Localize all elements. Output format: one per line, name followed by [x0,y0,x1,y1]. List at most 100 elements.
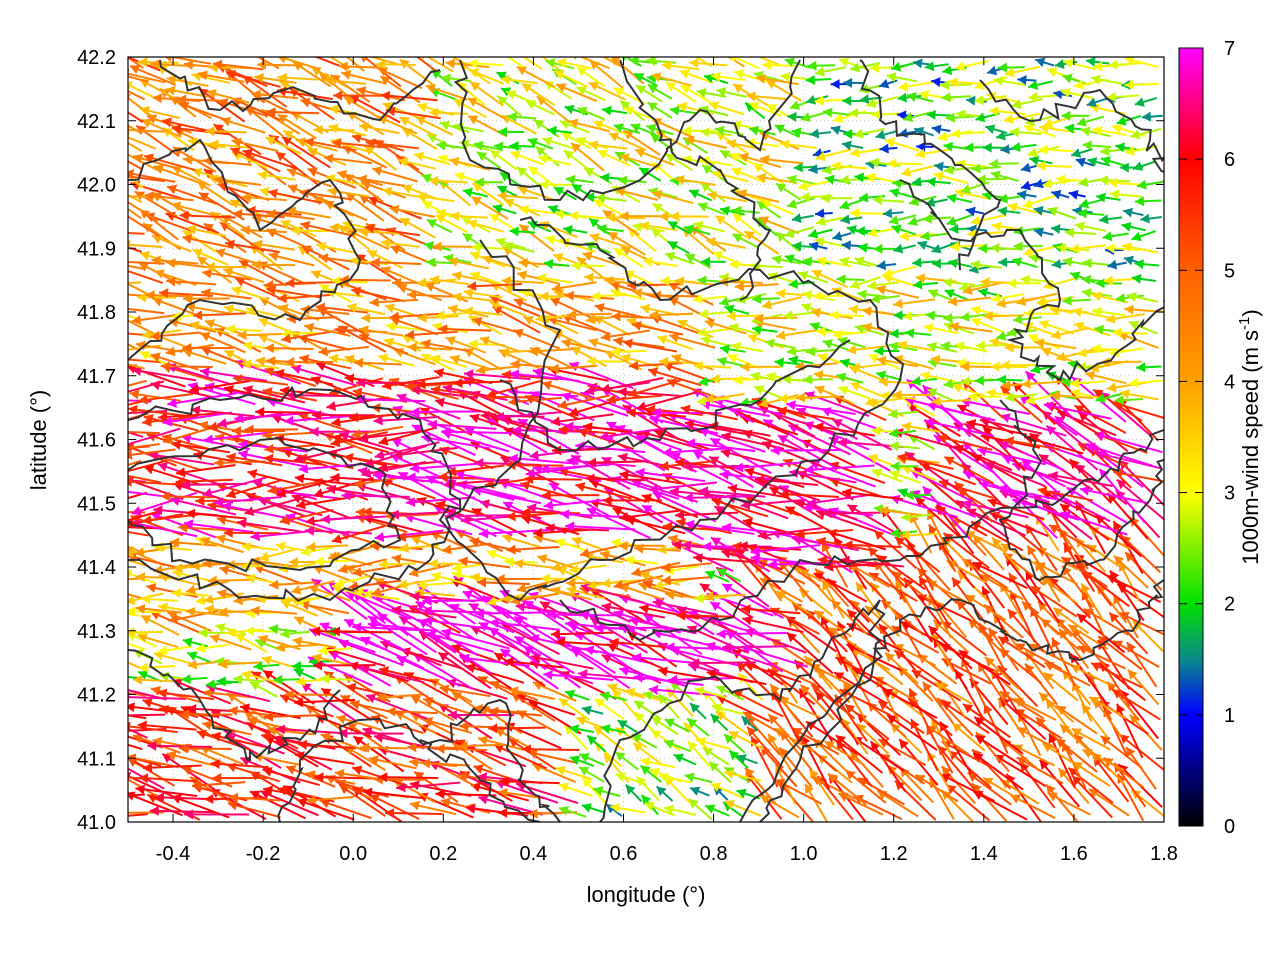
wind-arrow-shaft [128,756,146,769]
wind-arrow-head [517,270,528,281]
wind-arrow-head [360,664,371,674]
wind-arrow-head [1072,307,1083,317]
wind-arrow-head [736,788,747,799]
wind-arrow-head [253,661,263,672]
wind-arrow-head [226,488,237,499]
wind-arrow-head [235,633,246,643]
wind-arrow-head [911,670,923,680]
wind-arrow-head [1109,347,1120,358]
wind-arrow-head [504,198,515,208]
wind-arrow-head [912,257,922,268]
wind-arrow-shaft [1085,443,1154,467]
wind-arrow-head [940,721,949,732]
wind-arrow-head [952,577,962,588]
wind-arrow-shaft [236,521,302,533]
wind-arrow-shaft [716,695,770,723]
wind-arrow-shaft [128,793,145,797]
wind-arrow-head [439,684,450,695]
wind-arrow-shaft [1106,492,1149,540]
wind-arrow-head [543,500,554,511]
wind-arrow-head [154,792,165,803]
wind-arrow-head [1039,692,1050,703]
wind-arrow-head [687,741,698,752]
wind-arrow-head [620,353,631,364]
wind-arrow-head [437,154,449,165]
wind-arrow-shaft [271,414,333,439]
wind-arrow-head [706,237,717,247]
wind-arrow-head [673,753,684,763]
wind-arrow-head [641,794,652,806]
wind-arrow-head [750,546,760,557]
wind-arrow-head [871,468,882,478]
wind-arrow-head [1033,205,1044,216]
wind-arrow-head [201,288,211,299]
wind-arrow-head [1049,305,1060,316]
wind-arrow-head [1106,313,1116,324]
wind-arrow-head [812,269,823,279]
wind-arrow-head [441,426,451,437]
wind-arrow-head [933,171,944,182]
wind-arrow-shaft [526,505,593,519]
wind-arrow-head [1099,146,1110,156]
wind-arrow-head [192,780,202,791]
wind-arrow-head [1034,338,1045,349]
wind-arrow-head [870,741,881,752]
wind-arrow-shaft [733,461,805,470]
wind-arrow-head [368,196,379,206]
wind-arrow-head [695,737,706,747]
wind-arrow-head [151,255,161,266]
wind-arrow-head [889,441,899,452]
wind-arrow-shaft [880,506,920,557]
wind-arrow-shaft [1056,410,1117,437]
wind-arrow-head [148,450,159,461]
wind-arrow-head [998,257,1008,268]
wind-arrow-head [258,334,269,344]
wind-arrow-head [1037,601,1048,612]
wind-arrow-shaft [224,242,280,254]
wind-arrow-head [871,425,881,436]
wind-arrow-head [1121,535,1132,546]
wind-arrow-head [273,674,283,685]
wind-arrow-shaft [846,609,891,653]
wind-arrow-head [931,243,942,254]
wind-arrow-shaft [500,456,560,486]
wind-arrow-head [417,312,427,323]
wind-arrow-head [889,470,900,480]
wind-arrow-head [352,622,362,633]
wind-arrow-head [426,257,436,268]
wind-arrow-head [1020,180,1032,191]
wind-arrow-head [920,371,931,381]
wind-arrow-head [960,311,970,322]
wind-arrow-shaft [1004,555,1044,606]
wind-arrow-shaft [128,713,166,717]
wind-arrow-head [351,429,362,439]
wind-arrow-shaft [1098,468,1146,524]
wind-arrow-head [649,309,659,320]
wind-arrow-head [947,296,958,307]
wind-arrow-head [1046,784,1056,795]
wind-arrow-head [1028,334,1039,344]
wind-arrow-head [147,740,157,751]
wind-arrow-head [946,193,957,204]
wind-arrow-head [81,416,91,426]
wind-arrow-head [1103,275,1114,286]
wind-arrow-head [734,462,744,473]
wind-arrow-head [96,583,106,593]
wind-arrow-shaft [796,470,854,501]
wind-arrow-shaft [492,305,541,334]
wind-arrow-head [501,593,511,604]
wind-arrow-head [754,313,764,324]
wind-arrow-head [731,167,742,177]
wind-arrow-shaft [665,645,736,651]
wind-arrow-head [732,690,744,700]
wind-arrow-head [128,627,135,638]
wind-arrow-shaft [1094,432,1163,454]
wind-arrow-head [378,435,389,446]
wind-arrow-head [587,580,597,591]
wind-arrow-head [672,540,682,551]
wind-arrow-head [849,279,860,290]
wind-arrow-head [754,475,765,486]
wind-arrow-shaft [979,418,1043,435]
wind-arrow-head [462,590,473,600]
wind-arrow-shaft [692,450,754,489]
